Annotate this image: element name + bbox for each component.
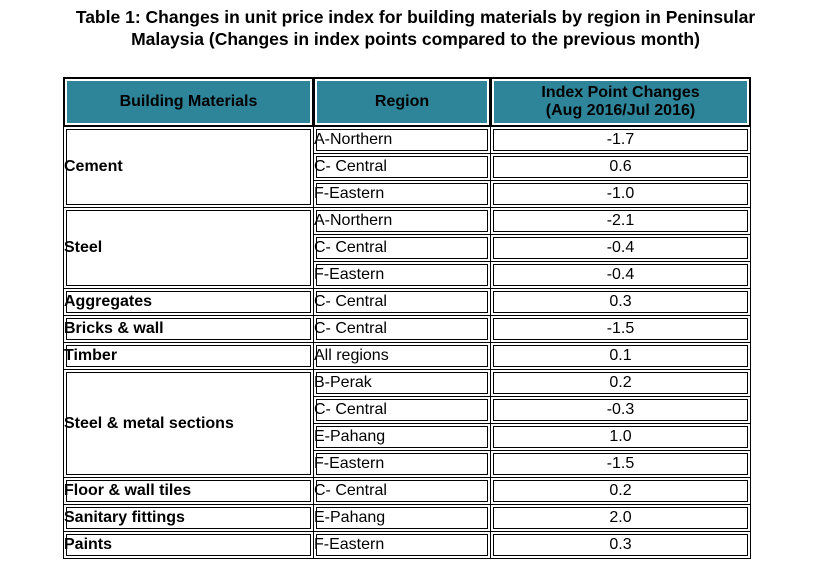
header-building-materials: Building Materials xyxy=(64,78,314,127)
index-change-cell: 1.0 xyxy=(491,424,751,451)
index-change-cell: -1.5 xyxy=(491,451,751,478)
table-row: Steel & metal sections B-Perak 0.2 xyxy=(64,370,751,478)
table-row: C- Central -0.4 xyxy=(64,235,751,262)
region-cell: B-Perak xyxy=(314,370,491,397)
index-change-cell: 0.3 xyxy=(491,532,751,559)
material-cell: Steel & metal sections xyxy=(64,370,314,478)
index-change-cell: -1.7 xyxy=(491,127,751,154)
index-change-cell: 0.1 xyxy=(491,343,751,370)
table-header: Building Materials Region Index Point Ch… xyxy=(64,78,751,127)
region-cell: E-Pahang xyxy=(314,505,491,532)
table-row: F-Eastern -1.5 xyxy=(64,451,751,478)
material-cell: Floor & wall tiles xyxy=(64,478,314,505)
region-cell: A-Northern xyxy=(314,127,491,154)
table-title-line-2: Malaysia (Changes in index points compar… xyxy=(131,29,700,49)
region-cell: C- Central xyxy=(314,235,491,262)
region-cell: C- Central xyxy=(314,478,491,505)
table-row: Paints F-Eastern 0.3 xyxy=(64,532,751,559)
table-row: F-Eastern -0.4 xyxy=(64,262,751,289)
index-change-cell: -0.4 xyxy=(491,262,751,289)
index-change-cell: -2.1 xyxy=(491,208,751,235)
table-row: C- Central -0.3 xyxy=(64,397,751,424)
index-change-cell: -1.5 xyxy=(491,316,751,343)
region-cell: E-Pahang xyxy=(314,424,491,451)
index-change-cell: -0.3 xyxy=(491,397,751,424)
index-change-cell: 0.6 xyxy=(491,154,751,181)
index-change-cell: 0.2 xyxy=(491,370,751,397)
materials-price-table: Building Materials Region Index Point Ch… xyxy=(63,77,751,559)
index-change-cell: -1.0 xyxy=(491,181,751,208)
region-cell: All regions xyxy=(314,343,491,370)
region-cell: C- Central xyxy=(314,316,491,343)
table-row: E-Pahang 1.0 xyxy=(64,424,751,451)
material-cell: Sanitary fittings xyxy=(64,505,314,532)
table-title: Table 1: Changes in unit price index for… xyxy=(0,6,831,50)
region-cell: F-Eastern xyxy=(314,262,491,289)
index-change-cell: 0.3 xyxy=(491,289,751,316)
header-row: Building Materials Region Index Point Ch… xyxy=(64,78,751,127)
table-row: C- Central 0.6 xyxy=(64,154,751,181)
table-row: Sanitary fittings E-Pahang 2.0 xyxy=(64,505,751,532)
table-body: Cement A-Northern -1.7 C- Central 0.6 F-Easte… xyxy=(64,127,751,559)
table-row: Floor & wall tiles C- Central 0.2 xyxy=(64,478,751,505)
header-changes-line-1: Index Point Changes xyxy=(541,84,700,101)
region-cell: F-Eastern xyxy=(314,532,491,559)
table-row: F-Eastern -1.0 xyxy=(64,181,751,208)
region-cell: F-Eastern xyxy=(314,451,491,478)
table-title-line-1: Table 1: Changes in unit price index for… xyxy=(75,7,756,27)
header-region: Region xyxy=(314,78,491,127)
header-index-point-changes: Index Point Changes (Aug 2016/Jul 2016) xyxy=(491,78,751,127)
material-cell: Paints xyxy=(64,532,314,559)
region-cell: F-Eastern xyxy=(314,181,491,208)
table-row: Steel A-Northern -2.1 xyxy=(64,208,751,289)
table-row: Bricks & wall C- Central -1.5 xyxy=(64,316,751,343)
region-cell: A-Northern xyxy=(314,208,491,235)
table-row: Timber All regions 0.1 xyxy=(64,343,751,370)
index-change-cell: 2.0 xyxy=(491,505,751,532)
table-row: Aggregates C- Central 0.3 xyxy=(64,289,751,316)
header-changes-line-2: (Aug 2016/Jul 2016) xyxy=(545,102,696,119)
material-cell: Timber xyxy=(64,343,314,370)
index-change-cell: -0.4 xyxy=(491,235,751,262)
region-cell: C- Central xyxy=(314,154,491,181)
region-cell: C- Central xyxy=(314,289,491,316)
index-change-cell: 0.2 xyxy=(491,478,751,505)
material-cell: Steel xyxy=(64,208,314,289)
table-row: Cement A-Northern -1.7 xyxy=(64,127,751,208)
material-cell: Bricks & wall xyxy=(64,316,314,343)
material-cell: Cement xyxy=(64,127,314,208)
material-cell: Aggregates xyxy=(64,289,314,316)
region-cell: C- Central xyxy=(314,397,491,424)
